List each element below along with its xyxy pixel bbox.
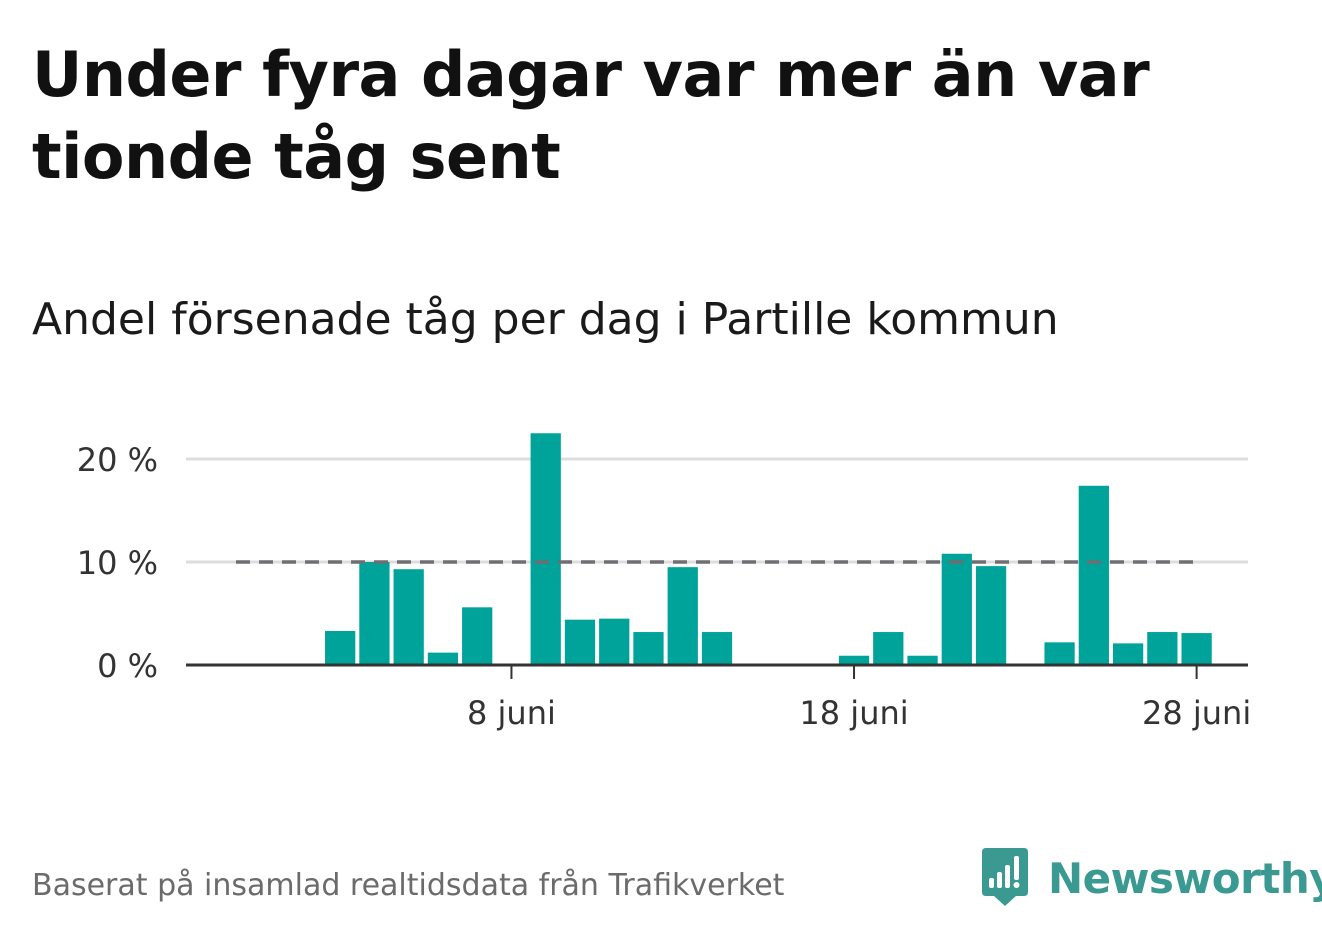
bar — [701, 632, 733, 665]
bar — [530, 433, 561, 665]
brand: Newsworthy — [980, 848, 1322, 908]
chart-title: Under fyra dagar var mer än var tionde t… — [32, 38, 1150, 193]
bar — [1044, 642, 1075, 665]
y-tick-label: 10 % — [77, 544, 158, 582]
bar — [599, 618, 630, 665]
source-note: Baserat på insamlad realtidsdata från Tr… — [32, 868, 785, 903]
bar — [1078, 485, 1109, 665]
y-tick-label: 0 % — [97, 647, 158, 685]
bar — [941, 553, 972, 665]
bar — [1112, 643, 1144, 665]
x-axis: 8 juni 18 juni 28 juni — [186, 663, 1251, 732]
bar — [667, 567, 698, 665]
y-tick-labels: 0 % 10 % 20 % — [77, 441, 158, 685]
bar — [564, 619, 596, 665]
chart-subtitle: Andel försenade tåg per dag i Partille k… — [32, 294, 1059, 345]
bar — [1181, 633, 1212, 665]
brand-name: Newsworthy — [1048, 853, 1322, 903]
x-tick-label: 8 juni — [467, 694, 556, 732]
y-tick-label: 20 % — [77, 441, 158, 479]
bar — [393, 569, 424, 665]
x-tick-label: 28 juni — [1142, 694, 1251, 732]
bars — [325, 433, 1212, 665]
bar-chart: 0 % 10 % 20 % 8 juni 18 juni 28 juni — [77, 433, 1251, 732]
bar — [873, 632, 904, 665]
bar — [975, 566, 1007, 665]
bar — [325, 631, 356, 665]
bar — [462, 607, 493, 665]
x-tick-label: 18 juni — [799, 694, 908, 732]
bar — [907, 655, 938, 665]
bar — [427, 652, 459, 665]
bar — [359, 562, 390, 665]
newsworthy-logo-icon — [982, 848, 1028, 906]
bar — [838, 655, 870, 665]
bar — [633, 632, 664, 665]
bar — [1147, 632, 1178, 665]
